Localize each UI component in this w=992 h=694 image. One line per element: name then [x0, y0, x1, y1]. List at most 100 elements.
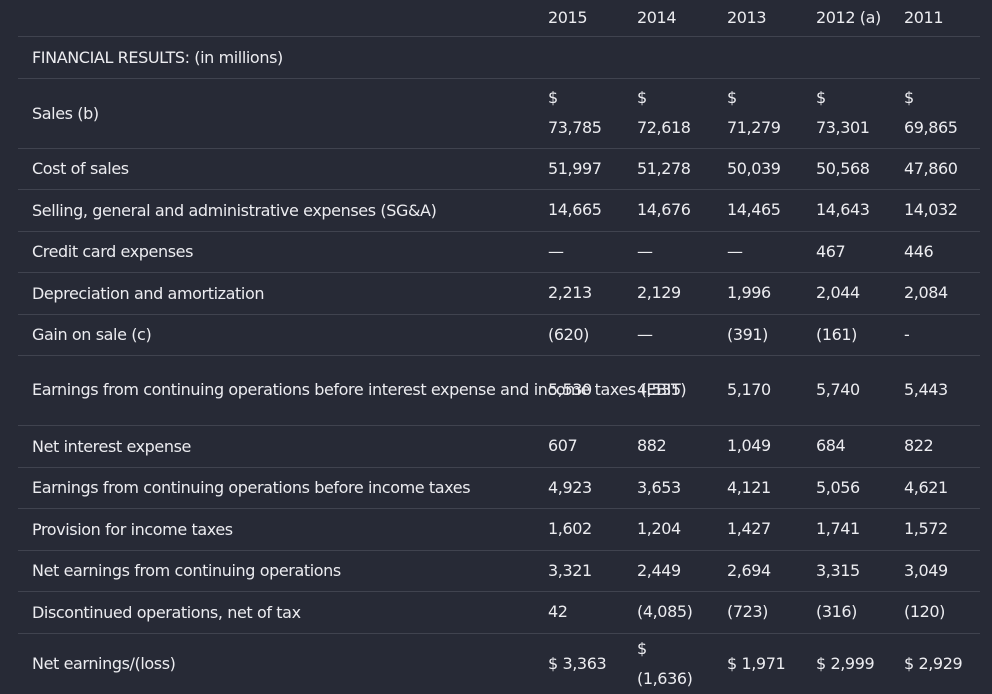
table-row: Earnings from continuing operations befo… — [18, 355, 980, 426]
cell-value: (620) — [536, 314, 625, 356]
table-row: Selling, general and administrative expe… — [18, 189, 980, 232]
cell-value: 2,449 — [625, 550, 715, 592]
cell-value: 1,572 — [892, 508, 980, 551]
amount: 69,865 — [904, 118, 958, 137]
header-spacer — [18, 0, 536, 37]
table-row: Provision for income taxes 1,602 1,204 1,42… — [18, 508, 980, 551]
row-label: Provision for income taxes — [18, 508, 536, 551]
section-title: FINANCIAL RESULTS: (in millions) — [18, 36, 980, 79]
currency-symbol: $ — [637, 638, 647, 658]
row-label: Selling, general and administrative expe… — [18, 189, 536, 232]
cell-value: 3,321 — [536, 550, 625, 592]
year-header: 2015 — [536, 0, 625, 37]
section-title-row: FINANCIAL RESULTS: (in millions) — [18, 36, 980, 79]
cell-value: 51,997 — [536, 148, 625, 190]
cell-value: $73,785 — [536, 78, 625, 149]
cell-value: $73,301 — [804, 78, 892, 149]
year-header: 2013 — [715, 0, 804, 37]
row-label: Sales (b) — [18, 78, 536, 149]
table-row: Net interest expense 607 882 1,049 684 822 — [18, 425, 980, 468]
cell-value: 3,653 — [625, 467, 715, 509]
cell-value: (316) — [804, 591, 892, 634]
cell-value: 3,049 — [892, 550, 980, 592]
cell-value: 14,032 — [892, 189, 980, 232]
cell-value: — — [625, 231, 715, 273]
currency-symbol: $ — [816, 88, 826, 107]
cell-value: 4,121 — [715, 467, 804, 509]
cell-value: 50,039 — [715, 148, 804, 190]
table-row: Net earnings/(loss) $ 3,363 $ (1,636) $ 1,97… — [18, 633, 980, 694]
cell-value: 2,129 — [625, 272, 715, 315]
cell-value: - — [892, 314, 980, 356]
cell-value: 1,996 — [715, 272, 804, 315]
row-label: Earnings from continuing operations befo… — [18, 355, 687, 426]
row-label: Net earnings/(loss) — [32, 654, 176, 673]
currency-symbol: $ — [548, 88, 558, 107]
cell-value: — — [536, 231, 625, 273]
cell-value: 1,049 — [715, 425, 804, 468]
amount: (1,636) — [637, 668, 693, 688]
cell-value: 42 — [536, 591, 625, 634]
cell-value: 1,204 — [625, 508, 715, 551]
cell-value: 446 — [892, 231, 980, 273]
cell-value: $ 2,999 — [816, 653, 875, 673]
currency-symbol: $ — [637, 88, 647, 107]
cell-value: (391) — [715, 314, 804, 356]
year-header: 2012 (a) — [804, 0, 892, 37]
cell-value: 5,170 — [715, 355, 804, 426]
currency-symbol: $ — [727, 88, 737, 107]
cell-value: 1,741 — [804, 508, 892, 551]
financial-table: 2015 2014 2013 2012 (a) 2011 FINANCIAL R… — [18, 0, 980, 694]
cell-value: 5,530 — [536, 355, 625, 426]
cell-value: (161) — [804, 314, 892, 356]
table-row: Net earnings from continuing operations 3… — [18, 550, 980, 592]
table-row: Earnings from continuing operations befo… — [18, 467, 980, 509]
currency-symbol: $ — [904, 88, 914, 107]
cell-value: 1,427 — [715, 508, 804, 551]
cell-value: 47,860 — [892, 148, 980, 190]
cell-value: $71,279 — [715, 78, 804, 149]
cell-value: (4,085) — [625, 591, 715, 634]
cell-value: 2,694 — [715, 550, 804, 592]
row-label: Credit card expenses — [18, 231, 536, 273]
table-row: Sales (b) $73,785 $72,618 $71,279 $73,301 $69… — [18, 78, 980, 149]
year-header: 2014 — [625, 0, 715, 37]
year-header: 2011 — [892, 0, 980, 37]
cell-value: 14,665 — [536, 189, 625, 232]
amount: 71,279 — [727, 118, 781, 137]
cell-value: $ (1,636) — [625, 633, 715, 694]
cell-value: (120) — [892, 591, 980, 634]
cell-value: 4,923 — [536, 467, 625, 509]
year-header-row: 2015 2014 2013 2012 (a) 2011 — [18, 0, 980, 37]
amount: 73,301 — [816, 118, 870, 137]
row-label: Net interest expense — [18, 425, 536, 468]
cell-value: $ 1,971 — [727, 653, 786, 673]
cell-value: 5,740 — [804, 355, 892, 426]
cell-value: 5,443 — [892, 355, 980, 426]
cell-value: $ 3,363 — [548, 653, 607, 673]
cell-value: 51,278 — [625, 148, 715, 190]
cell-value: 14,643 — [804, 189, 892, 232]
row-label: Earnings from continuing operations befo… — [18, 467, 536, 509]
cell-value: 14,676 — [625, 189, 715, 232]
cell-value: 2,213 — [536, 272, 625, 315]
cell-value: (723) — [715, 591, 804, 634]
cell-value: $72,618 — [625, 78, 715, 149]
cell-value: $69,865 — [892, 78, 980, 149]
row-label: Net earnings from continuing operations — [18, 550, 536, 592]
cell-value: 882 — [625, 425, 715, 468]
row-label: Cost of sales — [18, 148, 536, 190]
table-row: Depreciation and amortization 2,213 2,129 1… — [18, 272, 980, 315]
cell-value: 684 — [804, 425, 892, 468]
cell-value: 50,568 — [804, 148, 892, 190]
table-row: Credit card expenses — — —467 446 — [18, 231, 980, 273]
cell-value: $ 2,929 — [904, 653, 963, 673]
cell-value: 4,535 — [625, 355, 715, 426]
amount: 73,785 — [548, 118, 602, 137]
cell-value: 1,602 — [536, 508, 625, 551]
cell-value: — — [715, 231, 804, 273]
table-row: Gain on sale (c) (620) — (391) (161) - — [18, 314, 980, 356]
amount: 72,618 — [637, 118, 691, 137]
cell-value: 2,044 — [804, 272, 892, 315]
cell-value: 3,315 — [804, 550, 892, 592]
